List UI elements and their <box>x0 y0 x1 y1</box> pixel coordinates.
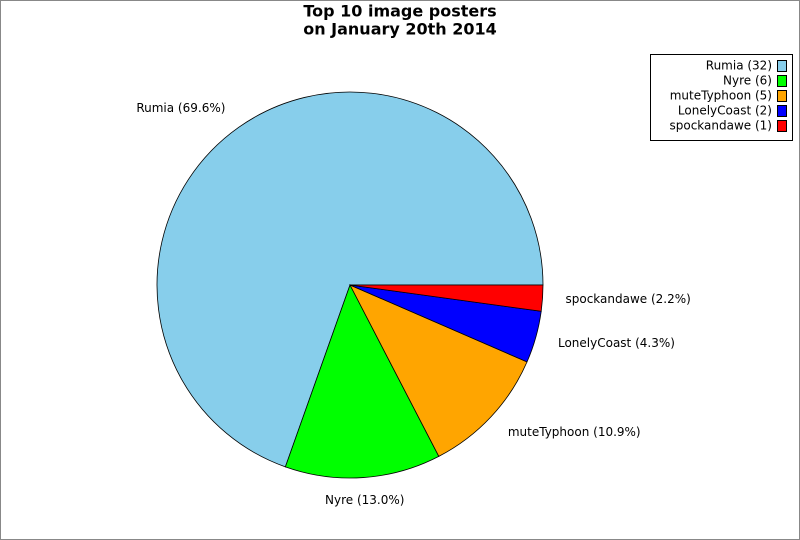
slice-label: spockandawe (2.2%) <box>565 292 690 306</box>
slice-label: LonelyCoast (4.3%) <box>558 336 675 350</box>
pie-slice <box>349 284 528 457</box>
legend-label: spockandawe (1) <box>670 119 773 133</box>
legend-swatch <box>777 90 787 102</box>
slice-label: Nyre (13.0%) <box>325 493 404 507</box>
legend-swatch <box>777 60 787 72</box>
legend-box <box>650 54 793 141</box>
legend-label: Nyre (6) <box>723 74 772 88</box>
pie-slice <box>156 91 544 468</box>
pie-slice <box>349 284 544 312</box>
slice-label: Rumia (69.6%) <box>136 101 225 115</box>
legend-label: muteTyphoon (5) <box>670 89 772 103</box>
chart-title: Top 10 image posters <box>303 2 496 21</box>
chart-title: on January 20th 2014 <box>303 20 497 39</box>
legend-swatch <box>777 105 787 117</box>
legend-label: LonelyCoast (2) <box>678 104 772 118</box>
pie-slice <box>284 283 440 479</box>
slice-label: muteTyphoon (10.9%) <box>508 425 641 439</box>
legend-label: Rumia (32) <box>706 59 772 73</box>
legend-swatch <box>777 120 787 132</box>
legend-swatch <box>777 75 787 87</box>
